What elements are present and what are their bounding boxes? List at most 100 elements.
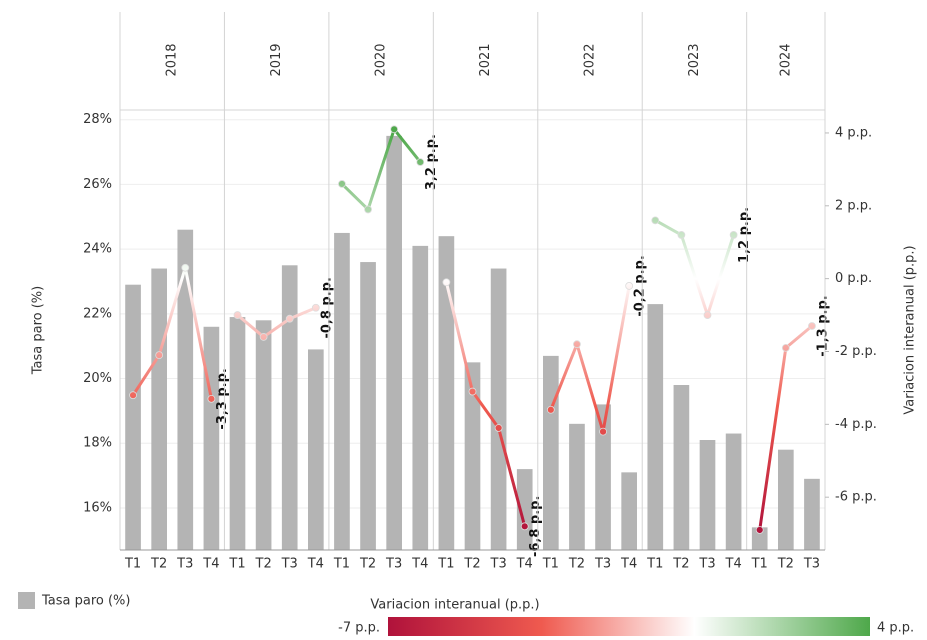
- bar: [125, 284, 141, 550]
- y2-tick-label: 2 p.p.: [835, 198, 872, 213]
- x-tick-label: T4: [307, 557, 324, 572]
- bar: [778, 449, 794, 550]
- y-tick-label: 28%: [83, 112, 112, 127]
- line-point: [259, 333, 268, 341]
- x-tick-label: T1: [124, 557, 141, 572]
- line-point: [729, 231, 738, 239]
- bar: [438, 236, 455, 551]
- y-tick-label: 16%: [83, 500, 112, 515]
- bar: [464, 362, 481, 550]
- frame: [119, 12, 826, 551]
- line-point: [364, 205, 372, 214]
- x-tick-label: T1: [542, 557, 559, 572]
- bar: [804, 478, 820, 550]
- x-tick-label: T3: [698, 557, 715, 572]
- line-point: [520, 522, 529, 531]
- y-axis-title: Tasa paro (%): [31, 286, 46, 376]
- value-label: -6,8 p.p.: [528, 496, 543, 557]
- bar: [595, 404, 611, 550]
- colorbar-label: 4 p.p.: [877, 621, 914, 636]
- x-tick-label: T2: [150, 557, 167, 572]
- line-piece: [236, 306, 317, 339]
- x-tick-label: T1: [333, 557, 350, 572]
- bar: [308, 349, 324, 550]
- x-tick-label: T1: [228, 557, 245, 572]
- year-label: 2023: [687, 43, 702, 76]
- bar: [543, 355, 559, 550]
- x-tick-label: T3: [176, 557, 193, 572]
- line-point: [625, 282, 634, 290]
- colorbar-label: -7 p.p.: [338, 621, 380, 636]
- x-tick-label: T2: [255, 557, 272, 572]
- y2-tick-label: -4 p.p.: [835, 417, 877, 432]
- line-point: [573, 340, 581, 349]
- value-label: -0,2 p.p.: [633, 255, 648, 316]
- line-point: [311, 303, 320, 312]
- line-point: [155, 351, 164, 360]
- x-tick-label: T3: [281, 557, 298, 572]
- colorbar: [388, 617, 870, 636]
- line-point: [468, 387, 477, 396]
- x-tick-label: T1: [437, 557, 454, 572]
- x-tick-label: T4: [411, 557, 428, 572]
- bar: [516, 469, 533, 550]
- legend-label: Tasa paro (%): [41, 594, 131, 609]
- value-label: -1,3 p.p.: [815, 295, 830, 356]
- line-point: [442, 278, 451, 287]
- line-point: [494, 424, 503, 432]
- bar: [203, 326, 220, 550]
- bar: [490, 268, 507, 550]
- bars: [125, 135, 820, 551]
- x-tick-label: T1: [751, 557, 768, 572]
- line-point: [755, 526, 764, 534]
- line-point: [781, 343, 790, 352]
- y-tick-label: 18%: [83, 436, 112, 451]
- y2-tick-label: -2 p.p.: [835, 344, 877, 359]
- x-tick-label: T3: [385, 557, 402, 572]
- x-tick-label: T3: [490, 557, 507, 572]
- line-point: [651, 216, 660, 225]
- bar: [360, 262, 376, 550]
- line-point: [390, 125, 399, 134]
- bar: [699, 440, 716, 550]
- y2-axis-title: Variacion interanual (p.p.): [903, 245, 918, 414]
- line-point: [129, 391, 137, 400]
- bar: [281, 265, 298, 550]
- y-tick-label: 24%: [83, 242, 112, 257]
- value-label: -3,3 p.p.: [215, 368, 230, 429]
- year-label: 2019: [269, 43, 284, 76]
- line-piece: [131, 266, 213, 400]
- line-piece: [549, 285, 631, 434]
- bar: [412, 245, 429, 550]
- x-tick-label: T2: [777, 557, 794, 572]
- bar: [177, 229, 194, 551]
- line-point: [677, 231, 686, 239]
- x-tick-label: T3: [803, 557, 820, 572]
- line-point: [338, 180, 346, 188]
- x-tick-label: T4: [620, 557, 637, 572]
- line-point: [233, 311, 242, 319]
- line-point: [703, 311, 712, 319]
- bar: [569, 423, 585, 550]
- y2-tick-label: 0 p.p.: [835, 271, 872, 286]
- bar: [386, 135, 402, 550]
- y-tick-label: 26%: [83, 177, 112, 192]
- x-tick-label: T4: [202, 557, 219, 572]
- x-tick-label: T4: [725, 557, 742, 572]
- line-piece: [340, 127, 422, 211]
- bar: [751, 527, 768, 550]
- line-point: [599, 427, 607, 436]
- line-point: [546, 405, 555, 414]
- bar: [229, 317, 246, 550]
- x-tick-label: T4: [516, 557, 533, 572]
- y-tick-label: 22%: [83, 306, 112, 321]
- bar: [621, 472, 637, 550]
- bar: [255, 320, 272, 550]
- line-piece: [444, 281, 527, 527]
- value-label: 3,2 p.p.: [424, 134, 439, 190]
- line-point: [416, 158, 425, 166]
- bar: [647, 304, 664, 550]
- legend-swatch: [18, 592, 35, 609]
- year-label: 2024: [778, 43, 793, 76]
